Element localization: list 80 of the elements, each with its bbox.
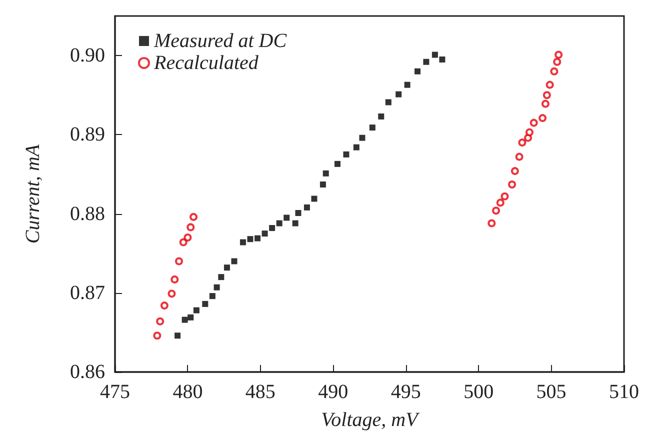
point xyxy=(188,314,194,320)
point xyxy=(209,293,216,300)
point xyxy=(304,204,310,210)
legend-label: Measured at DC xyxy=(153,30,288,52)
point xyxy=(439,56,446,63)
x-tick-label: 510 xyxy=(609,381,639,403)
point xyxy=(247,236,254,242)
point xyxy=(353,144,360,150)
point xyxy=(414,68,420,74)
point xyxy=(284,214,290,221)
point xyxy=(170,275,179,284)
point xyxy=(184,234,192,242)
point xyxy=(343,151,350,158)
point xyxy=(160,302,168,310)
point xyxy=(538,114,547,122)
x-tick-label: 495 xyxy=(390,381,421,403)
point xyxy=(292,220,298,226)
point xyxy=(190,212,198,221)
point xyxy=(224,264,230,271)
point xyxy=(262,230,268,237)
y-tick-label: 0.89 xyxy=(70,124,105,146)
point xyxy=(423,58,430,65)
point xyxy=(554,50,563,59)
point xyxy=(510,167,519,176)
point xyxy=(322,170,329,176)
x-tick-label: 490 xyxy=(318,381,348,403)
y-tick-label: 0.90 xyxy=(70,44,105,67)
point xyxy=(515,152,524,161)
point xyxy=(525,128,534,136)
point xyxy=(202,300,208,307)
point xyxy=(541,100,550,108)
legend-label: Recalculated xyxy=(153,52,260,74)
point xyxy=(186,223,195,232)
point xyxy=(385,99,392,106)
point xyxy=(311,196,318,202)
point xyxy=(396,91,402,98)
point xyxy=(334,160,341,167)
point xyxy=(500,192,509,200)
x-tick-label: 500 xyxy=(464,381,494,403)
x-tick-label: 505 xyxy=(536,381,566,403)
y-tick-label: 0.88 xyxy=(70,202,105,225)
point xyxy=(518,138,526,147)
point xyxy=(359,134,366,141)
point xyxy=(153,332,162,340)
y-tick-label: 0.87 xyxy=(70,282,105,304)
x-tick-label: 475 xyxy=(100,381,130,403)
point xyxy=(156,317,164,326)
y-axis-title: Current, mA xyxy=(22,144,44,244)
point xyxy=(553,58,562,66)
point xyxy=(404,82,410,88)
point xyxy=(369,124,376,131)
point xyxy=(378,113,384,120)
x-tick-label: 485 xyxy=(245,381,276,403)
point xyxy=(174,257,183,266)
point xyxy=(550,67,558,76)
point xyxy=(492,206,500,215)
point xyxy=(218,274,224,280)
point xyxy=(432,52,438,58)
point xyxy=(214,284,220,290)
point xyxy=(488,219,496,228)
point xyxy=(530,118,538,127)
point xyxy=(295,210,302,216)
x-axis-title: Voltage, mV xyxy=(321,409,421,431)
point xyxy=(269,225,276,232)
point xyxy=(508,180,516,189)
point xyxy=(320,182,326,188)
point xyxy=(496,198,504,207)
point xyxy=(182,316,188,323)
y-tick-label: 0.86 xyxy=(70,361,105,383)
point xyxy=(240,239,246,246)
point xyxy=(546,80,554,89)
point xyxy=(254,235,261,242)
point xyxy=(168,290,176,298)
point xyxy=(193,307,200,314)
point xyxy=(276,220,282,226)
point xyxy=(179,238,188,246)
point xyxy=(542,91,551,100)
point xyxy=(174,332,181,339)
point xyxy=(231,258,238,264)
x-tick-label: 480 xyxy=(172,381,203,403)
